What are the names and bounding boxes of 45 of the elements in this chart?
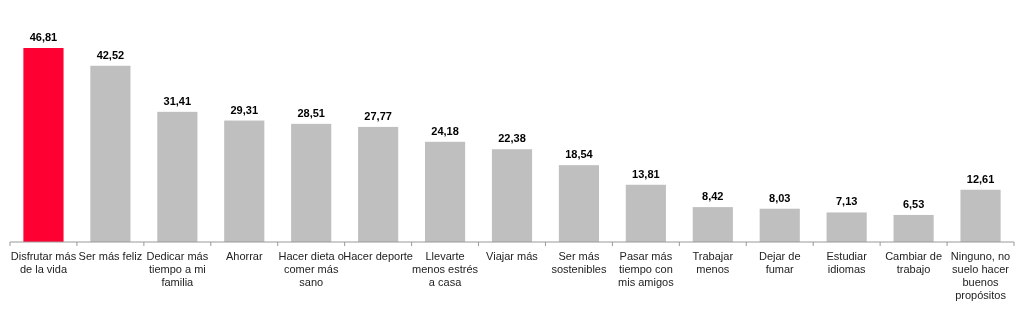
x-tick-label: Viajar más bbox=[486, 250, 539, 262]
x-tick-label: Estudiar idiomas bbox=[826, 250, 868, 275]
bar bbox=[424, 141, 466, 242]
bar bbox=[625, 184, 666, 242]
bar bbox=[692, 207, 733, 242]
bar bbox=[157, 111, 198, 242]
x-tick-label: Ser más sostenibles bbox=[551, 250, 607, 275]
data-label: 22,38 bbox=[498, 132, 526, 145]
bar bbox=[491, 149, 533, 242]
x-tick-label: Disfrutar más de la vida bbox=[10, 250, 77, 275]
x-tick-label: Cambiar de trabajo bbox=[885, 250, 943, 275]
x-tick-label: Llevarte menos estrés a casa bbox=[412, 250, 479, 288]
x-tick-label: Pasar más tiempo con mis amigos bbox=[618, 250, 675, 288]
bar bbox=[826, 212, 867, 242]
data-label: 29,31 bbox=[230, 103, 259, 116]
bar bbox=[759, 208, 800, 242]
bar bbox=[358, 126, 399, 242]
data-label: 12,61 bbox=[966, 172, 995, 185]
data-label: 8,03 bbox=[769, 191, 791, 204]
data-label: 24,18 bbox=[431, 124, 459, 137]
data-label: 6,53 bbox=[902, 197, 925, 210]
bar bbox=[558, 165, 600, 242]
data-label: 46,81 bbox=[29, 31, 58, 43]
x-tick-label: Trabajar menos bbox=[692, 250, 734, 275]
data-label: 8,42 bbox=[702, 190, 724, 203]
data-label: 7,13 bbox=[835, 195, 858, 208]
x-tick-label: Hacer dieta o comer más sano bbox=[278, 250, 344, 288]
x-tick-label: Ser más feliz bbox=[78, 250, 143, 262]
data-label: 42,52 bbox=[96, 48, 125, 61]
data-label: 28,51 bbox=[297, 106, 325, 119]
x-tick-label: Dedicar más tiempo a mi familia bbox=[146, 250, 209, 288]
data-label: 13,81 bbox=[632, 167, 660, 180]
bar bbox=[23, 48, 64, 242]
data-label: 18,54 bbox=[565, 148, 594, 161]
bar bbox=[893, 214, 934, 242]
x-tick-label: Dejar de fumar bbox=[758, 250, 801, 275]
data-label: 31,41 bbox=[163, 94, 192, 107]
bar bbox=[291, 123, 332, 242]
data-label: 27,77 bbox=[364, 109, 392, 122]
x-tick-label: Hacer deporte bbox=[343, 250, 413, 262]
bar bbox=[960, 189, 1001, 242]
bar bbox=[90, 65, 131, 242]
x-tick-label: Ahorrar bbox=[225, 250, 263, 262]
bar bbox=[224, 120, 265, 242]
x-tick-label: Ninguno, no suelo hacer buenos propósitos bbox=[950, 250, 1011, 301]
